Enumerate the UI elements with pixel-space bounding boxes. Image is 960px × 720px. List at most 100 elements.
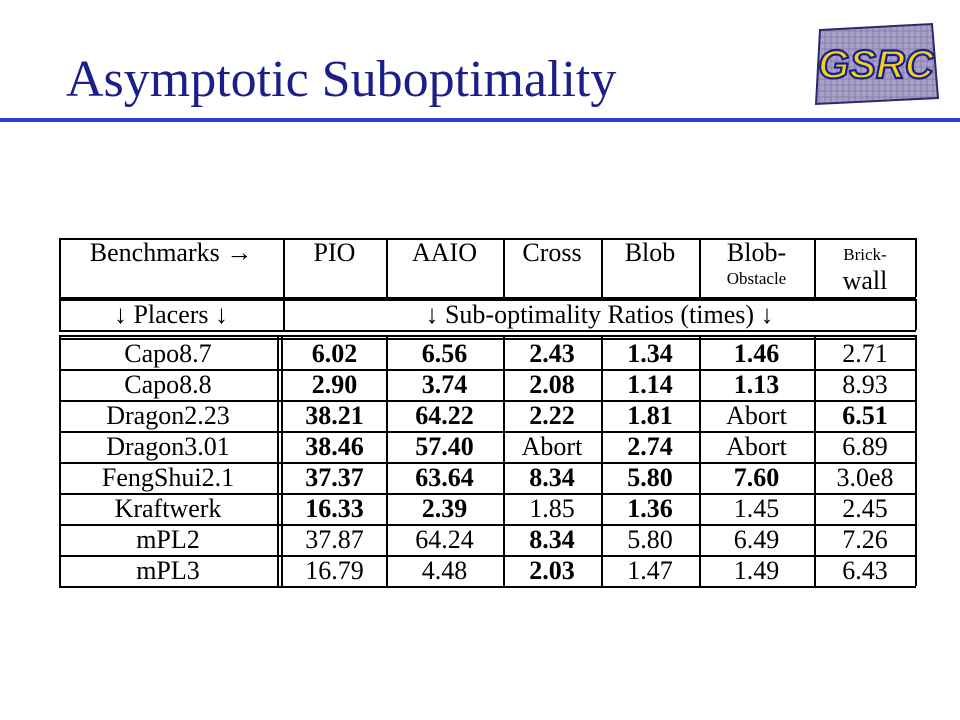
table-row: Dragon3.01 38.46 57.40 Abort 2.74 Abort 6.89	[59, 431, 916, 462]
ratio-cell: 6.02	[311, 338, 358, 368]
ratio-cell: 3.74	[421, 369, 468, 399]
ratio-cell: 16.79	[305, 555, 364, 585]
ratio-cell: 1.45	[733, 493, 780, 523]
ratio-cell: 3.0e8	[836, 462, 894, 492]
column-header: PIO	[283, 238, 386, 297]
rule	[699, 335, 701, 586]
placer-name: Dragon2.23	[106, 400, 230, 430]
rule	[281, 335, 283, 586]
ratio-cell: 7.26	[842, 524, 888, 554]
table-row: Capo8.8 2.90 3.74 2.08 1.14 1.13 8.93	[59, 369, 916, 400]
table-row: Kraftwerk 16.33 2.39 1.85 1.36 1.45 2.45	[59, 493, 916, 524]
benchmarks-label: Benchmarks →	[89, 238, 253, 267]
rule	[503, 335, 505, 586]
ratio-cell: 63.64	[415, 462, 474, 492]
column-header: Blob	[601, 238, 699, 297]
column-header: Blob- Obstacle	[699, 238, 814, 297]
ratios-label: ↓ Sub-optimality Ratios (times) ↓	[425, 299, 774, 329]
page-title: Asymptotic Suboptimality	[66, 51, 617, 108]
column-header-bottom: Obstacle	[726, 269, 787, 288]
ratio-cell: 64.22	[415, 400, 474, 430]
ratio-cell: 1.46	[733, 338, 780, 368]
rule	[699, 238, 701, 297]
ratio-cell: 4.48	[421, 555, 468, 585]
rule	[59, 524, 916, 526]
ratio-cell: 2.90	[311, 369, 358, 399]
rule	[601, 238, 603, 297]
column-header-top: PIO	[313, 238, 356, 267]
column-header: Brick-wall	[814, 238, 916, 297]
gsrc-logo: GSRC	[814, 22, 940, 106]
suboptimality-table: Benchmarks → PIO AAIO Cross Blob Blob- Obstacl…	[59, 238, 917, 588]
placer-name: Capo8.8	[124, 369, 212, 399]
ratio-cell: 2.22	[529, 400, 575, 430]
ratio-cell: 6.51	[842, 400, 888, 430]
ratio-cell: 2.43	[529, 338, 575, 368]
ratio-cell: 1.81	[627, 400, 673, 430]
column-header-bottom: wall	[842, 266, 888, 295]
column-header-stack: Blob	[625, 238, 676, 268]
title-underline	[0, 118, 960, 122]
placer-name: mPL3	[136, 555, 200, 585]
rule	[277, 335, 279, 586]
rule	[59, 238, 916, 240]
placer-name: mPL2	[136, 524, 200, 554]
svg-text:GSRC: GSRC	[818, 43, 935, 87]
ratio-cell: 1.34	[627, 338, 673, 368]
rule	[59, 462, 916, 464]
ratio-cell: 2.08	[529, 369, 575, 399]
column-header: AAIO	[386, 238, 503, 297]
ratio-cell: 6.89	[842, 431, 888, 461]
ratio-cell: 5.80	[627, 462, 673, 492]
rule	[59, 555, 916, 557]
placer-name: Kraftwerk	[114, 493, 222, 523]
ratio-cell: 1.14	[627, 369, 673, 399]
rule	[59, 493, 916, 495]
ratio-cell: 2.39	[421, 493, 468, 523]
placer-name: FengShui2.1	[101, 462, 235, 492]
ratio-cell: 2.45	[842, 493, 888, 523]
ratio-cell: 8.34	[529, 524, 575, 554]
column-header-top: Cross	[522, 238, 582, 267]
ratio-cell: 5.80	[627, 524, 673, 554]
ratio-cell: 6.56	[421, 338, 468, 368]
rule	[59, 586, 916, 588]
ratio-cell: 38.21	[305, 400, 364, 430]
column-header-top: Brick-	[843, 245, 887, 264]
column-header-stack: Cross	[522, 238, 581, 268]
ratio-cell: 64.24	[415, 524, 474, 554]
ratio-cell: 16.33	[305, 493, 364, 523]
rule	[59, 299, 916, 301]
ratio-cell: 38.46	[305, 431, 364, 461]
ratio-cell: 7.60	[733, 462, 780, 492]
column-header-stack: Blob- Obstacle	[727, 238, 786, 290]
rule	[59, 299, 61, 330]
rule	[59, 369, 916, 371]
rule	[915, 335, 917, 586]
ratio-cell: 37.87	[305, 524, 364, 554]
rule	[283, 299, 285, 330]
rule	[283, 238, 285, 297]
ratio-cell: 2.74	[627, 431, 673, 461]
table-row: mPL2 37.87 64.24 8.34 5.80 6.49 7.26	[59, 524, 916, 555]
ratio-cell: 6.49	[733, 524, 780, 554]
table-row: FengShui2.1 37.37 63.64 8.34 5.80 7.60 3.0e8	[59, 462, 916, 493]
ratio-cell: 57.40	[415, 431, 474, 461]
rule	[386, 335, 388, 586]
ratio-cell: Abort	[726, 400, 787, 430]
ratio-cell: 8.34	[529, 462, 575, 492]
ratio-cell: 6.43	[842, 555, 888, 585]
ratio-cell: 1.49	[733, 555, 780, 585]
ratio-cell: 2.71	[842, 338, 888, 368]
ratio-cell: 37.37	[305, 462, 364, 492]
column-header-stack: PIO	[314, 238, 356, 268]
placer-name: Capo8.7	[124, 338, 212, 368]
rule	[59, 431, 916, 433]
rule	[59, 297, 916, 299]
rule	[59, 335, 916, 337]
rule	[814, 238, 816, 297]
rule	[59, 338, 916, 340]
header-row: Benchmarks → PIO AAIO Cross Blob Blob- Obstacl…	[59, 238, 916, 297]
rule	[59, 330, 916, 332]
rule	[59, 400, 916, 402]
